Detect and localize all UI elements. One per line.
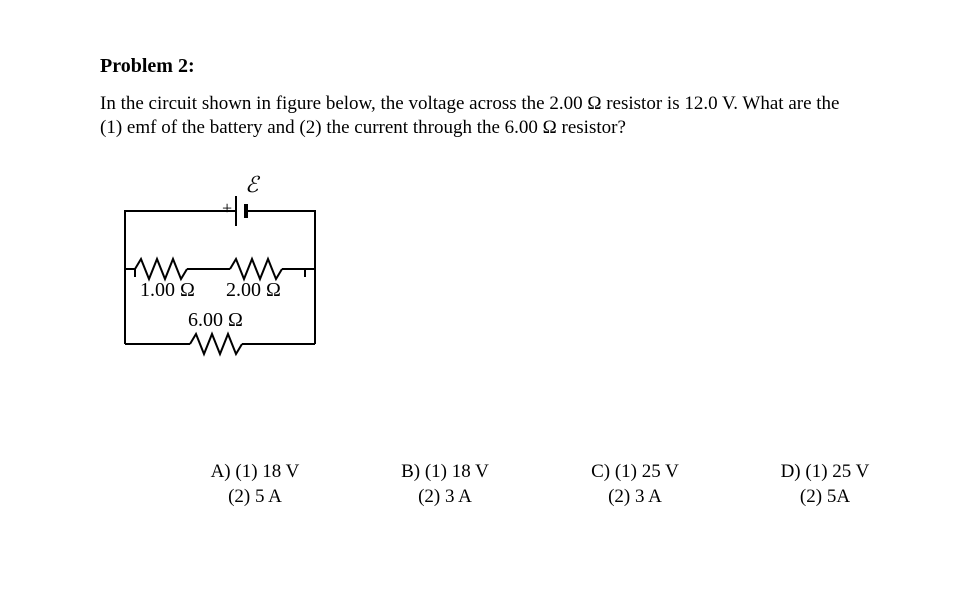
r2-label: 2.00 Ω xyxy=(226,279,281,301)
choice-d-line1: (1) 25 V xyxy=(805,461,869,482)
emf-label: ℰ xyxy=(245,174,261,197)
choice-c-line2: (2) 3 A xyxy=(608,486,662,507)
choice-d-line2: (2) 5A xyxy=(800,486,850,507)
battery-icon xyxy=(236,196,246,226)
choice-b-letter: B) xyxy=(401,461,420,482)
top-wire xyxy=(125,211,315,269)
problem-prompt: In the circuit shown in figure below, th… xyxy=(100,92,864,140)
choice-c-line1: (1) 25 V xyxy=(615,461,679,482)
choice-a: A) (1) 18 V (2) 5 A xyxy=(160,459,350,510)
choice-d: D) (1) 25 V (2) 5A xyxy=(730,459,920,510)
circuit-diagram: ℰ + xyxy=(110,174,864,369)
middle-branch xyxy=(125,259,315,279)
choice-d-letter: D) xyxy=(781,461,801,482)
r3-label: 6.00 Ω xyxy=(188,309,243,331)
plus-label: + xyxy=(222,198,232,218)
problem-title: Problem 2: xyxy=(100,55,864,78)
choice-c: C) (1) 25 V (2) 3 A xyxy=(540,459,730,510)
bottom-branch xyxy=(125,334,315,354)
choice-b-line1: (1) 18 V xyxy=(425,461,489,482)
r1-label: 1.00 Ω xyxy=(140,279,195,301)
choice-a-line2: (2) 5 A xyxy=(228,486,282,507)
choice-a-letter: A) xyxy=(211,461,231,482)
choice-a-line1: (1) 18 V xyxy=(235,461,299,482)
choice-b-line2: (2) 3 A xyxy=(418,486,472,507)
choice-b: B) (1) 18 V (2) 3 A xyxy=(350,459,540,510)
answer-choices: A) (1) 18 V (2) 5 A B) (1) 18 V (2) 3 A … xyxy=(160,459,920,510)
circuit-svg: ℰ + xyxy=(110,174,330,364)
choice-c-letter: C) xyxy=(591,461,610,482)
